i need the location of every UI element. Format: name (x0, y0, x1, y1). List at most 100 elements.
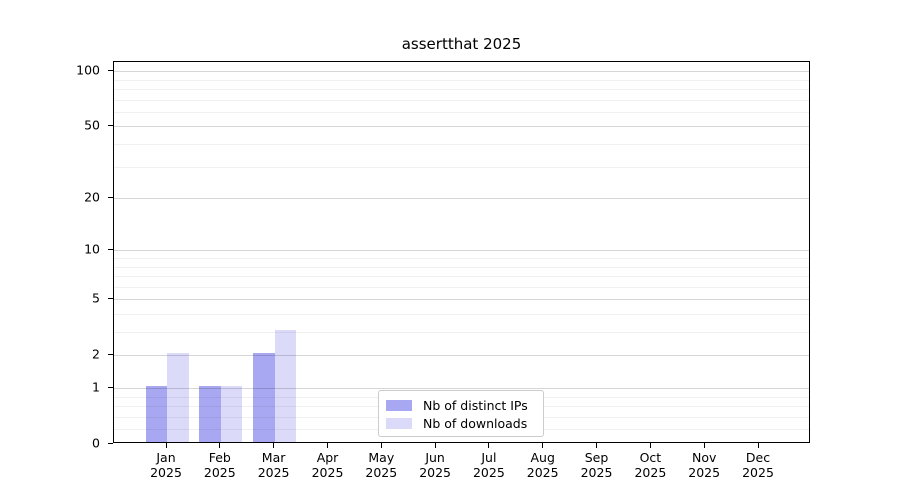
x-tick-mark (273, 443, 275, 448)
gridline-minor (114, 286, 809, 288)
y-tick-label: 0 (92, 435, 100, 451)
x-tick-label-jan: Jan 2025 (131, 450, 201, 480)
x-tick-year: 2025 (580, 465, 613, 480)
gridlines-layer (114, 62, 809, 442)
x-tick-month: Sep (584, 450, 609, 465)
bars-layer (114, 62, 809, 442)
x-tick-mark (488, 443, 490, 448)
x-tick-label-may: May 2025 (346, 450, 416, 480)
y-tick-label: 1 (92, 379, 100, 395)
x-tick-month: Dec (745, 450, 771, 465)
x-tick-year: 2025 (742, 465, 774, 480)
x-tick-year: 2025 (472, 465, 505, 480)
x-tick-month: Jul (481, 450, 497, 465)
x-tick-label-aug: Aug 2025 (508, 450, 578, 480)
x-tick-mark (327, 443, 328, 448)
y-tick-label: 10 (84, 241, 100, 257)
x-tick-month: May (368, 450, 395, 465)
chart-title: assertthat 2025 (401, 35, 522, 53)
gridline-major (114, 198, 809, 199)
x-tick-mark (596, 443, 597, 448)
x-tick-month: Feb (208, 450, 231, 465)
gridline-minor (114, 88, 809, 90)
gridline-major (114, 299, 809, 301)
y-tick-label: 2 (92, 346, 100, 362)
y-tick-mark (108, 353, 113, 355)
legend-swatch-downloads (386, 417, 412, 429)
bar-downloads-feb (220, 386, 243, 442)
gridline-minor (114, 143, 809, 145)
y-tick-mark (108, 196, 113, 198)
x-tick-label-apr: Apr 2025 (293, 450, 363, 480)
bar-downloads-mar (274, 330, 297, 442)
x-tick-month: Aug (530, 450, 555, 465)
x-tick-year: 2025 (311, 465, 344, 480)
x-tick-year: 2025 (257, 465, 290, 480)
x-tick-mark (219, 443, 221, 448)
y-tick-mark (108, 386, 113, 388)
y-tick-mark (108, 124, 113, 126)
x-tick-mark (380, 443, 382, 448)
x-tick-year: 2025 (526, 465, 559, 480)
x-tick-year: 2025 (150, 465, 182, 480)
x-tick-year: 2025 (419, 465, 451, 480)
gridline-minor (114, 313, 809, 315)
x-tick-label-jul: Jul 2025 (454, 450, 524, 480)
gridline-minor (114, 111, 809, 113)
gridline-major (114, 71, 809, 73)
gridline-minor (114, 276, 809, 277)
y-tick-mark (108, 69, 113, 71)
x-tick-mark (703, 443, 705, 448)
x-tick-mark (542, 443, 544, 448)
x-tick-year: 2025 (365, 465, 398, 480)
legend-swatch-distinct-ips (386, 399, 412, 411)
gridline-minor (114, 266, 809, 268)
x-tick-label-feb: Feb 2025 (185, 450, 255, 480)
gridline-minor (114, 166, 809, 168)
bar-distinct-ips-mar (253, 353, 275, 442)
x-tick-month: Mar (261, 450, 286, 465)
x-tick-month: Apr (316, 450, 339, 465)
x-tick-label-nov: Nov 2025 (669, 450, 739, 480)
x-tick-label-dec: Dec 2025 (723, 450, 793, 480)
y-tick-label: 50 (84, 117, 100, 133)
x-tick-month: Nov (691, 450, 717, 465)
gridline-minor (114, 79, 809, 81)
y-tick-mark (108, 297, 113, 299)
x-tick-year: 2025 (688, 465, 721, 480)
x-tick-month: Oct (639, 450, 662, 465)
legend-item-downloads: Nb of downloads (386, 414, 535, 432)
bar-downloads-jan (167, 353, 189, 442)
x-tick-month: Jun (425, 450, 445, 465)
x-tick-mark (649, 443, 651, 448)
legend-item-distinct-ips: Nb of distinct IPs (386, 396, 535, 414)
legend: Nb of distinct IPs Nb of downloads (378, 390, 544, 437)
plot-area: Nb of distinct IPs Nb of downloads (113, 61, 810, 443)
y-tick-mark (108, 248, 113, 250)
x-tick-mark (165, 443, 167, 448)
x-tick-label-mar: Mar 2025 (239, 450, 309, 480)
legend-label-downloads: Nb of downloads (423, 415, 528, 431)
x-tick-label-oct: Oct 2025 (615, 450, 685, 480)
x-tick-label-jun: Jun 2025 (400, 450, 470, 480)
x-tick-year: 2025 (203, 465, 236, 480)
legend-label-distinct-ips: Nb of distinct IPs (423, 397, 528, 413)
x-tick-month: Jan (156, 450, 176, 465)
x-tick-mark (757, 443, 759, 448)
gridline-major (114, 388, 809, 389)
x-tick-year: 2025 (634, 465, 667, 480)
y-tick-label: 20 (84, 189, 100, 205)
y-tick-label: 5 (92, 290, 100, 306)
bar-distinct-ips-feb (199, 386, 221, 442)
x-tick-mark (434, 443, 436, 448)
gridline-minor (114, 257, 809, 259)
y-tick-label: 100 (76, 62, 100, 78)
gridline-major (114, 250, 809, 252)
gridline-minor (114, 332, 809, 333)
gridline-minor (114, 99, 809, 101)
gridline-major (114, 126, 809, 128)
gridline-major (114, 355, 809, 357)
y-tick-mark (108, 442, 113, 444)
bar-distinct-ips-jan (145, 386, 167, 442)
